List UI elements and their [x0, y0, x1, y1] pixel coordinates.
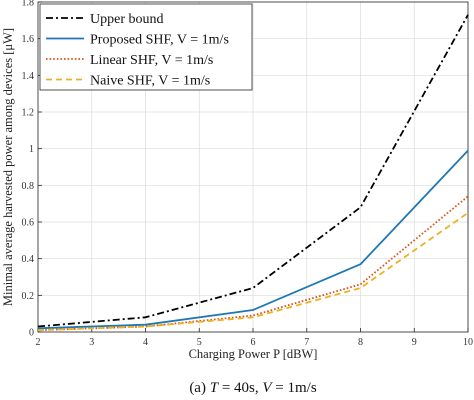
y-tick-label: 1.6 [22, 34, 35, 45]
legend: Upper bound Proposed SHF, V = 1m/s Linear … [39, 3, 253, 91]
y-tick-label: 0 [29, 328, 34, 339]
y-tick-label: 0.8 [22, 181, 35, 192]
x-tick-label: 7 [304, 337, 309, 348]
axis-ticks: 2 3 4 5 6 7 8 9 10 0 0.2 0.4 0.6 0.8 1 1.2 1.4 1.6 1.8 [22, 0, 474, 348]
y-axis-label: Minimal average harvested power among de… [1, 28, 15, 306]
caption-t-value: = 40s, [218, 380, 262, 396]
legend-label-4: Naive SHF, V = 1m/s [90, 74, 210, 89]
y-tick-label: 0.4 [22, 254, 35, 265]
x-tick-label: 6 [251, 337, 256, 348]
y-tick-label: 1 [29, 144, 34, 155]
caption-v-value: = 1m/s [272, 380, 317, 396]
caption-v-variable: V [262, 380, 273, 396]
series-lines [37, 14, 469, 332]
x-tick-label: 10 [463, 337, 473, 348]
x-axis-label: Charging Power P [dBW] [189, 347, 318, 361]
x-tick-label: 4 [143, 337, 148, 348]
y-tick-label: 1.8 [22, 0, 35, 9]
x-tick-label: 3 [89, 337, 94, 348]
y-tick-label: 0.2 [22, 291, 35, 302]
series-line-1 [37, 14, 469, 328]
legend-label-3: Linear SHF, V = 1m/s [90, 53, 213, 68]
y-tick-label: 1.4 [22, 71, 35, 82]
x-tick-label: 8 [358, 337, 363, 348]
legend-box [39, 3, 253, 91]
legend-label-2: Proposed SHF, V = 1m/s [90, 33, 229, 48]
grid-lines [37, 1, 469, 333]
x-tick-label: 9 [412, 337, 417, 348]
series-line-4 [37, 212, 469, 332]
caption-prefix: (a) [189, 380, 209, 396]
caption-t-variable: T [210, 380, 220, 396]
series-line-2 [37, 149, 469, 330]
legend-label-1: Upper bound [90, 12, 164, 27]
x-tick-label: 2 [36, 337, 41, 348]
y-tick-label: 1.2 [22, 108, 35, 119]
y-tick-label: 0.6 [22, 218, 35, 229]
x-tick-label: 5 [197, 337, 202, 348]
figure-caption: (a) T = 40s, V = 1m/s [189, 380, 317, 396]
legend-items: Upper bound Proposed SHF, V = 1m/s Linear … [46, 12, 229, 89]
